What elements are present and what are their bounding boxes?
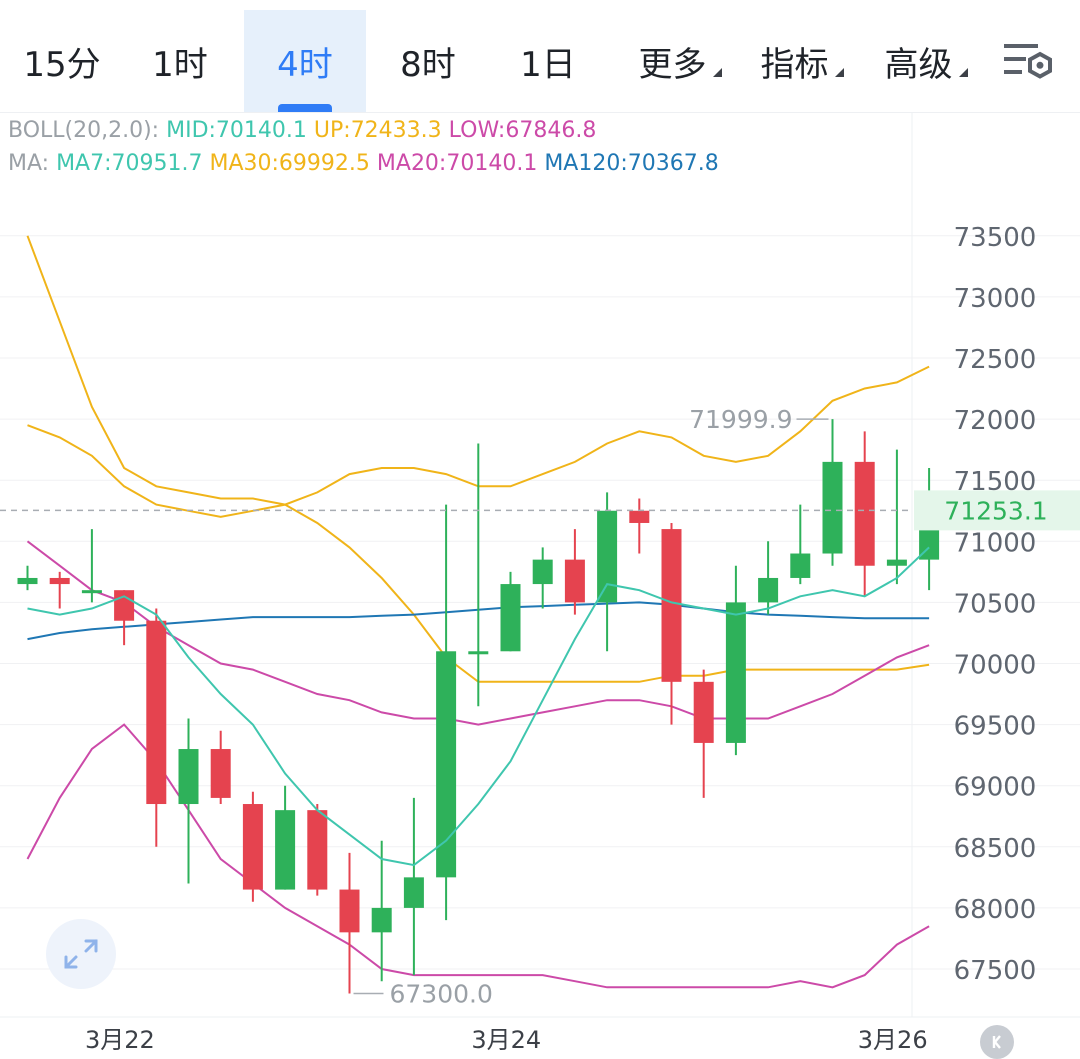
candle-body[interactable] (629, 510, 650, 523)
candlestick-chart[interactable]: 67500 68000 68500 69000 69500 70000 70500 71000… (0, 112, 1080, 1059)
y-tick-label: 69000 (954, 773, 1037, 803)
candle-body[interactable] (564, 559, 585, 603)
expand-icon (64, 939, 98, 969)
candle-body[interactable] (242, 804, 263, 890)
ma-label: MA: (8, 151, 50, 176)
candle-body[interactable] (500, 584, 521, 652)
current-price-label: 71253.1 (944, 496, 1047, 525)
candle-body[interactable] (275, 810, 296, 890)
candle-body[interactable] (468, 651, 489, 655)
candle-body[interactable] (661, 529, 682, 682)
tab-label: 15分 (23, 44, 101, 85)
ma30-value: MA30:69992.5 (209, 151, 370, 176)
candle-body[interactable] (371, 907, 392, 933)
tab-label: 指标 (760, 44, 829, 85)
tab-4[interactable]: 8时 (380, 10, 476, 112)
tab-6[interactable]: 更多 (630, 10, 730, 112)
max-price-label: 71999.9 (689, 405, 792, 434)
chart-settings-icon[interactable] (1002, 40, 1056, 84)
candle-body[interactable] (758, 577, 779, 603)
tab-2[interactable]: 1时 (138, 10, 222, 112)
ma-legend: MA: MA7:70951.7 MA30:69992.5 MA20:70140.… (8, 151, 719, 176)
tab-label: 1时 (152, 44, 208, 85)
boll-low-line (26, 723, 930, 989)
candle-body[interactable] (886, 559, 907, 566)
tab-label: 8时 (400, 44, 456, 85)
candle-body[interactable] (854, 461, 875, 566)
tab-1[interactable]: 15分 (20, 10, 104, 112)
ma20-value: MA20:70140.1 (376, 151, 538, 176)
y-tick-label: 67500 (954, 956, 1037, 986)
y-tick-label: 70000 (954, 651, 1037, 681)
candle-body[interactable] (49, 577, 70, 585)
dropdown-caret-icon (958, 67, 968, 77)
candle-body[interactable] (790, 553, 811, 578)
dropdown-caret-icon (712, 67, 722, 77)
active-tab-indicator (278, 104, 332, 112)
candle-body[interactable] (17, 577, 38, 585)
boll-legend: BOLL(20,2.0): MID:70140.1 UP:72433.3 LOW… (8, 118, 596, 143)
y-tick-label: 71000 (954, 528, 1037, 558)
k-logo-icon (980, 1025, 1014, 1059)
fullscreen-button[interactable] (46, 919, 116, 989)
candle-body[interactable] (597, 510, 618, 603)
ma20-line (26, 540, 930, 726)
x-tick-label: 3月24 (471, 1026, 541, 1054)
candle-body[interactable] (114, 590, 135, 621)
candle-body[interactable] (693, 681, 714, 743)
candle-body[interactable] (307, 810, 328, 890)
tab-5[interactable]: 1日 (506, 10, 590, 112)
ma7-line (27, 546, 930, 867)
boll-up: UP:72433.3 (313, 118, 442, 143)
candle-body[interactable] (532, 559, 553, 585)
x-tick-label: 3月22 (85, 1026, 155, 1054)
tab-label: 更多 (638, 44, 707, 85)
y-tick-label: 73500 (954, 223, 1037, 253)
boll-low: LOW:67846.8 (448, 118, 597, 143)
tab-label: 1日 (520, 44, 576, 85)
current-price-tag (914, 490, 1080, 531)
min-price-label: 67300.0 (390, 979, 493, 1008)
tab-8[interactable]: 高级 (876, 10, 976, 112)
boll-mid: MID:70140.1 (166, 118, 307, 143)
candle-body[interactable] (403, 877, 424, 908)
y-tick-label: 72500 (954, 345, 1037, 375)
y-tick-label: 72000 (954, 406, 1037, 436)
y-tick-label: 68000 (954, 895, 1037, 925)
tab-3[interactable]: 4时 (244, 10, 366, 112)
candle-body[interactable] (210, 749, 231, 798)
tab-label: 4时 (277, 44, 333, 85)
candle-body[interactable] (725, 602, 746, 743)
candle-body[interactable] (178, 749, 199, 805)
candle-body[interactable] (436, 651, 457, 878)
candle-body[interactable] (81, 590, 102, 594)
candle-body[interactable] (146, 620, 167, 805)
y-tick-label: 73000 (954, 284, 1037, 314)
y-tick-label: 68500 (954, 834, 1037, 864)
ma120-value: MA120:70367.8 (544, 151, 719, 176)
candle-body[interactable] (822, 461, 843, 554)
period-tab-bar: 15分 1时 4时 8时 1日 更多 指标 高级 (0, 0, 1080, 113)
dropdown-caret-icon (834, 67, 844, 77)
ma7-value: MA7:70951.7 (56, 151, 203, 176)
candle-body[interactable] (339, 889, 360, 933)
x-tick-label: 3月26 (858, 1026, 928, 1054)
y-tick-label: 70500 (954, 589, 1037, 619)
tab-7[interactable]: 指标 (752, 10, 852, 112)
tab-label: 高级 (884, 44, 953, 85)
y-tick-label: 69500 (954, 712, 1037, 742)
boll-label: BOLL(20,2.0): (8, 118, 160, 143)
